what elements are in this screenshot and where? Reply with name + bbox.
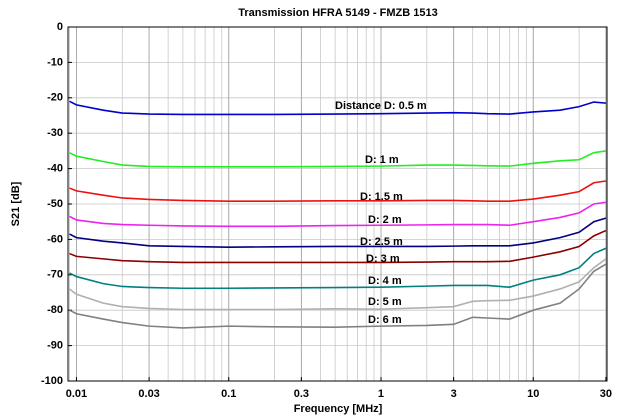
series-line — [69, 263, 607, 329]
plot-frame — [67, 26, 608, 382]
series-line — [69, 150, 607, 168]
y-tick-label: -30 — [47, 127, 63, 139]
y-tick-label: -20 — [47, 92, 63, 104]
series-line — [69, 247, 607, 290]
series-label: D: 4 m — [368, 275, 402, 287]
y-tick-label: -90 — [47, 340, 63, 352]
y-tick-label: -60 — [47, 233, 63, 245]
series-label: D: 1 m — [365, 154, 399, 166]
x-tick-label: 10 — [527, 388, 539, 400]
y-tick-label: -50 — [47, 198, 63, 210]
y-tick-label: -80 — [47, 304, 63, 316]
x-tick-label: 0.03 — [138, 388, 159, 400]
series-label: D: 6 m — [368, 314, 402, 326]
y-tick-label: -100 — [41, 375, 63, 387]
y-tick-label: 0 — [57, 21, 63, 33]
series-line — [69, 229, 607, 264]
series-line — [69, 201, 607, 228]
x-tick-label: 0.01 — [66, 388, 87, 400]
series-line — [69, 258, 607, 311]
x-tick-label: 0.3 — [294, 388, 309, 400]
series-label: D: 2 m — [368, 214, 402, 226]
series-label: D: 1.5 m — [360, 191, 403, 203]
series-label: D: 2.5 m — [360, 236, 403, 248]
series-line — [69, 100, 606, 116]
x-tick-label: 3 — [451, 388, 457, 400]
x-tick-label: 30 — [600, 388, 612, 400]
y-tick-label: -10 — [47, 56, 63, 68]
series-label: Distance D: 0.5 m — [335, 100, 427, 112]
series-line — [69, 217, 607, 248]
series-label: D: 5 m — [368, 296, 402, 308]
x-tick-label: 1 — [378, 388, 384, 400]
y-tick-label: -70 — [47, 269, 63, 281]
chart-title: Transmission HFRA 5149 - FMZB 1513 — [238, 7, 438, 19]
y-axis-label: S21 [dB] — [10, 181, 22, 226]
x-tick-label: 0.1 — [221, 388, 236, 400]
x-axis-label: Frequency [MHz] — [294, 403, 383, 415]
y-tick-label: -40 — [47, 163, 63, 175]
series-line — [69, 180, 607, 202]
series-label: D: 3 m — [366, 253, 400, 265]
